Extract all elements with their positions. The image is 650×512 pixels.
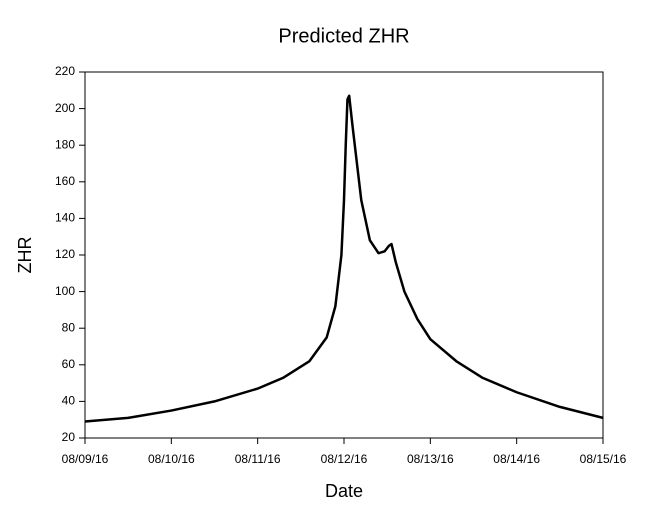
chart-title: Predicted ZHR — [278, 25, 409, 47]
y-tick-label: 80 — [62, 320, 76, 334]
x-tick-label: 08/11/16 — [235, 452, 281, 466]
y-axis-title: ZHR — [15, 237, 35, 274]
x-tick-label: 08/12/16 — [321, 452, 368, 466]
y-tick-label: 220 — [55, 64, 75, 78]
x-tick-label: 08/15/16 — [580, 452, 627, 466]
y-tick-label: 200 — [55, 101, 75, 115]
y-tick-label: 60 — [62, 357, 76, 371]
plot-frame — [84, 71, 604, 439]
x-tick-label: 08/10/16 — [148, 452, 195, 466]
y-tick-label: 160 — [55, 174, 75, 188]
y-tick-label: 180 — [55, 137, 75, 151]
y-tick-label: 40 — [62, 394, 76, 408]
y-tick-label: 140 — [55, 211, 75, 225]
x-tick-label: 08/14/16 — [493, 452, 540, 466]
zhr-line — [84, 94, 604, 423]
y-tick-label: 120 — [55, 247, 75, 261]
y-tick-label: 20 — [62, 430, 76, 444]
x-axis-title: Date — [325, 481, 363, 501]
x-tick-label: 08/13/16 — [407, 452, 454, 466]
y-tick-label: 100 — [55, 284, 75, 298]
x-tick-label: 08/09/16 — [62, 452, 109, 466]
